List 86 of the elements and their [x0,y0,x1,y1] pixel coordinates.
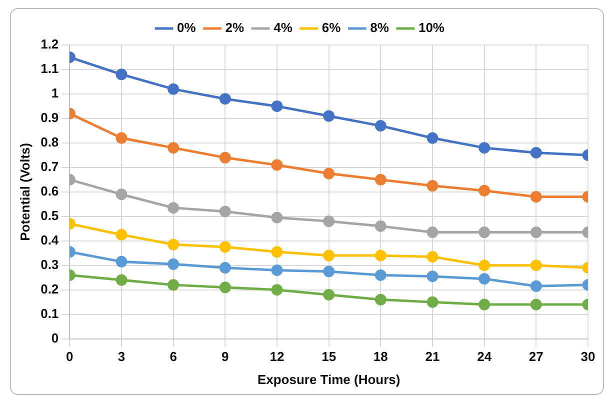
x-tick-label: 30 [580,349,596,364]
point [478,298,490,310]
legend-label: 6% [322,20,342,36]
x-tick-label: 9 [222,349,229,364]
point [530,298,542,310]
x-tick-label: 21 [425,349,440,364]
y-tick-label: 0.1 [40,306,59,321]
point [116,188,128,200]
x-tick-label: 6 [170,349,177,364]
point [478,142,490,154]
point [116,256,128,268]
point [426,251,438,263]
x-tick-label: 18 [373,349,388,364]
x-tick-label: 24 [477,349,492,364]
point [530,191,542,203]
x-tick-label: 15 [322,349,336,364]
point [116,132,128,144]
y-tick-label: 0.4 [40,232,60,248]
point [374,120,386,132]
point [530,260,542,272]
y-tick-label: 1.2 [40,36,59,52]
y-tick-label: 0.3 [40,256,59,272]
point [219,282,231,294]
point [426,226,438,238]
point [323,168,335,180]
y-tick-label: 0.6 [40,183,59,198]
point [271,100,283,112]
point [374,269,386,281]
y-tick-label: 0.7 [40,158,59,174]
point [116,68,128,80]
legend-label: 4% [274,20,293,36]
point [426,270,438,282]
point [271,212,283,224]
point [478,226,490,238]
y-tick-label: 0.2 [40,281,59,296]
point [168,83,180,95]
point [374,294,386,306]
point [426,296,438,308]
point [426,180,438,192]
point [478,273,490,285]
point [168,258,180,270]
point [374,220,386,232]
point [271,246,283,258]
point [219,241,231,253]
point [271,159,283,171]
x-tick-label: 12 [270,349,284,364]
x-axis-title: Exposure Time (Hours) [257,372,400,387]
point [116,228,128,240]
legend-label: 0% [177,20,196,36]
y-tick-label: 1.1 [40,61,59,76]
point [530,226,542,238]
point [116,274,128,286]
point [530,146,542,158]
point [323,288,335,300]
point [530,280,542,292]
point [271,264,283,276]
y-tick-label: 0.5 [40,208,59,223]
point [478,260,490,272]
legend-label: 8% [370,20,390,36]
x-tick-label: 0 [66,349,74,364]
legend-label: 2% [225,20,245,36]
x-tick-label: 3 [118,349,126,364]
point [426,132,438,144]
point [323,216,335,228]
point [478,184,490,196]
point [219,93,231,105]
point [323,266,335,278]
x-tick-label: 27 [528,349,544,364]
point [219,262,231,274]
y-tick-label: 1 [51,86,59,101]
legend-label: 10% [418,20,445,36]
y-tick-label: 0.8 [40,134,59,150]
point [168,142,180,154]
point [323,250,335,262]
point [168,238,180,250]
y-tick-label: 0.9 [40,110,59,126]
point [219,152,231,164]
y-axis-title: Potential (Volts) [17,142,32,241]
point [219,206,231,218]
point [168,279,180,291]
point [374,174,386,186]
point [374,250,386,262]
point [323,110,335,122]
point [271,284,283,296]
y-tick-label: 0 [51,330,59,346]
point [168,202,180,214]
